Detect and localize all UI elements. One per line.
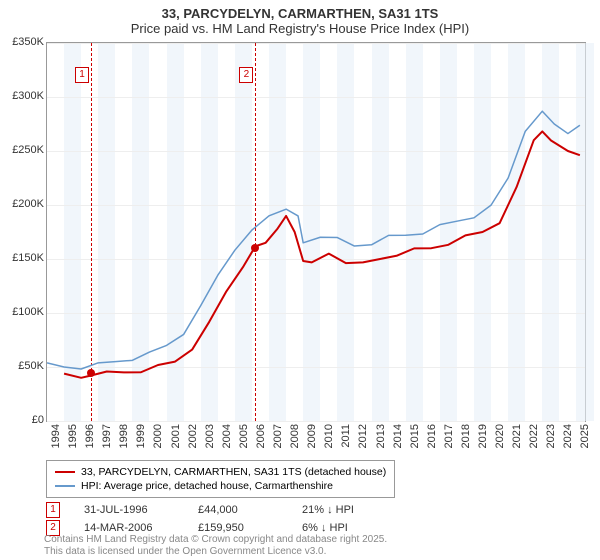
x-tick-label: 2000 [152, 424, 164, 448]
x-tick-label: 2024 [562, 424, 574, 448]
sale-diff-2: 6% ↓ HPI [302, 522, 348, 534]
legend-swatch-red [55, 471, 75, 473]
footer-line-2: This data is licensed under the Open Gov… [44, 546, 387, 558]
y-tick-label: £250K [0, 144, 44, 156]
x-tick-label: 2003 [204, 424, 216, 448]
x-tick-label: 2005 [238, 424, 250, 448]
x-tick-label: 2002 [187, 424, 199, 448]
x-tick-label: 2020 [494, 424, 506, 448]
sale-date-2: 14-MAR-2006 [84, 522, 174, 534]
x-tick-label: 2022 [528, 424, 540, 448]
y-tick-label: £0 [0, 414, 44, 426]
chart-container: 33, PARCYDELYN, CARMARTHEN, SA31 1TS Pri… [0, 0, 600, 560]
sale-price-1: £44,000 [198, 504, 278, 516]
x-tick-label: 2010 [323, 424, 335, 448]
legend-swatch-blue [55, 485, 75, 487]
legend: 33, PARCYDELYN, CARMARTHEN, SA31 1TS (de… [46, 460, 395, 498]
x-tick-label: 2014 [392, 424, 404, 448]
y-tick-label: £300K [0, 90, 44, 102]
footer-line-1: Contains HM Land Registry data © Crown c… [44, 534, 387, 546]
x-tick-label: 1998 [118, 424, 130, 448]
x-tick-label: 2015 [409, 424, 421, 448]
title-subtitle: Price paid vs. HM Land Registry's House … [0, 21, 600, 36]
x-tick-label: 2001 [170, 424, 182, 448]
y-tick-label: £350K [0, 36, 44, 48]
x-tick-label: 2023 [545, 424, 557, 448]
x-tick-label: 1997 [101, 424, 113, 448]
title-block: 33, PARCYDELYN, CARMARTHEN, SA31 1TS Pri… [0, 0, 600, 36]
y-tick-label: £200K [0, 198, 44, 210]
x-tick-label: 2007 [272, 424, 284, 448]
x-tick-label: 2004 [221, 424, 233, 448]
chart-area: 12 [46, 42, 586, 422]
x-tick-label: 2019 [477, 424, 489, 448]
sale-date-1: 31-JUL-1996 [84, 504, 174, 516]
x-tick-label: 2008 [289, 424, 301, 448]
x-tick-label: 2012 [357, 424, 369, 448]
footer: Contains HM Land Registry data © Crown c… [44, 534, 387, 558]
title-address: 33, PARCYDELYN, CARMARTHEN, SA31 1TS [0, 6, 600, 21]
sale-diff-1: 21% ↓ HPI [302, 504, 354, 516]
x-tick-label: 1999 [135, 424, 147, 448]
x-tick-label: 1996 [84, 424, 96, 448]
x-tick-label: 2009 [306, 424, 318, 448]
y-tick-label: £50K [0, 360, 44, 372]
legend-label-1: 33, PARCYDELYN, CARMARTHEN, SA31 1TS (de… [81, 466, 386, 478]
legend-label-2: HPI: Average price, detached house, Carm… [81, 480, 333, 492]
x-tick-label: 1994 [50, 424, 62, 448]
y-tick-label: £150K [0, 252, 44, 264]
x-tick-label: 2021 [511, 424, 523, 448]
y-tick-label: £100K [0, 306, 44, 318]
legend-row: HPI: Average price, detached house, Carm… [55, 479, 386, 493]
x-tick-label: 2006 [255, 424, 267, 448]
sale-price-2: £159,950 [198, 522, 278, 534]
x-tick-label: 2013 [375, 424, 387, 448]
marker-badge-1: 1 [46, 502, 60, 518]
x-tick-label: 2018 [460, 424, 472, 448]
x-tick-label: 2017 [443, 424, 455, 448]
x-tick-label: 2016 [426, 424, 438, 448]
x-tick-label: 2011 [340, 424, 352, 448]
x-tick-label: 1995 [67, 424, 79, 448]
legend-row: 33, PARCYDELYN, CARMARTHEN, SA31 1TS (de… [55, 465, 386, 479]
sale-record-1: 1 31-JUL-1996 £44,000 21% ↓ HPI [46, 502, 354, 518]
x-tick-label: 2025 [579, 424, 591, 448]
